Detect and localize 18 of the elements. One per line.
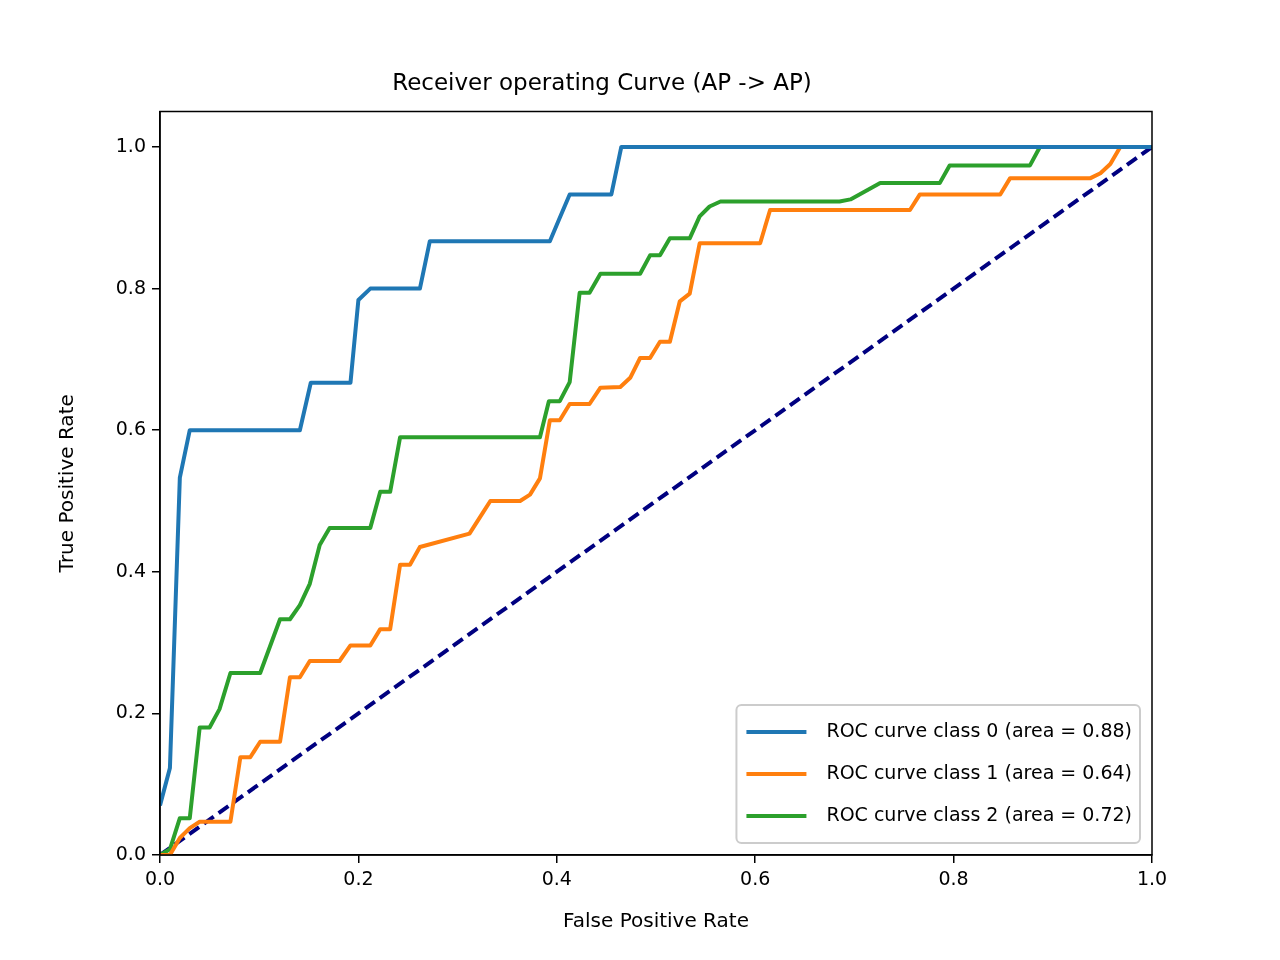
y-tick-label: 1.0 (115, 133, 146, 156)
legend-label: ROC curve class 1 (area = 0.64) (826, 760, 1133, 783)
chart-title: Receiver operating Curve (AP -> AP) (392, 68, 812, 95)
x-tick-label: 0.2 (343, 867, 374, 890)
x-tick-label: 1.0 (1136, 867, 1168, 890)
legend-label: ROC curve class 2 (area = 0.72) (826, 802, 1133, 825)
y-tick-label: 0.4 (115, 558, 146, 581)
x-axis-title: False Positive Rate (563, 908, 749, 933)
y-tick-label: 0.8 (115, 275, 146, 298)
x-tick-label: 0.8 (938, 867, 969, 890)
y-tick-label: 0.6 (115, 417, 146, 440)
y-tick-label: 0.0 (115, 841, 146, 864)
y-axis-title: True Positive Rate (54, 394, 79, 574)
x-tick-label: 0.0 (144, 867, 176, 890)
x-tick-label: 0.6 (740, 867, 771, 890)
legend-label: ROC curve class 0 (area = 0.88) (826, 718, 1133, 741)
x-tick-label: 0.4 (541, 867, 572, 890)
y-tick-label: 0.2 (115, 700, 146, 723)
